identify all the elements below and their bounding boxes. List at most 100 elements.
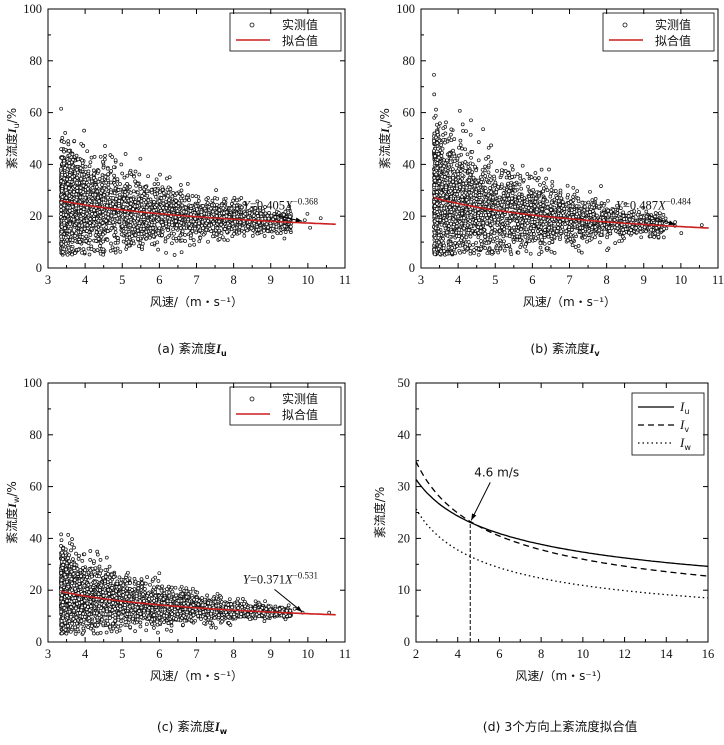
scatter-point	[186, 217, 191, 222]
scatter-point	[140, 194, 145, 198]
scatter-point	[119, 232, 124, 237]
scatter-point	[84, 239, 89, 243]
scatter-point	[77, 223, 82, 228]
scatter-point	[276, 211, 281, 215]
scatter-point	[148, 202, 153, 207]
scatter-point	[66, 245, 71, 250]
scatter-point	[537, 191, 541, 196]
scatter-point	[108, 199, 112, 204]
scatter-point	[217, 208, 222, 213]
scatter-point	[86, 241, 91, 245]
scatter-point	[96, 237, 101, 241]
scatter-point	[70, 238, 75, 242]
scatter-point	[204, 197, 209, 202]
scatter-point	[103, 174, 108, 179]
scatter-point	[83, 177, 88, 182]
scatter-point	[100, 188, 105, 193]
scatter-point	[462, 250, 467, 254]
scatter-point	[78, 166, 83, 171]
scatter-point	[170, 241, 174, 246]
scatter-point	[88, 233, 93, 237]
scatter-point	[237, 230, 242, 235]
scatter-point	[541, 189, 545, 194]
scatter-point	[460, 146, 464, 151]
scatter-point	[96, 179, 101, 184]
scatter-point	[111, 196, 116, 200]
scatter-point	[211, 234, 215, 239]
y-tick-label: 60	[30, 106, 43, 120]
scatter-point	[59, 234, 63, 239]
scatter-point	[109, 226, 114, 231]
scatter-point	[149, 188, 154, 192]
x-tick-label: 6	[156, 273, 162, 287]
scatter-point	[113, 230, 118, 235]
scatter-point	[93, 212, 98, 216]
scatter-point	[258, 211, 263, 216]
scatter-point	[498, 246, 503, 251]
scatter-point	[215, 196, 220, 201]
scatter-point	[66, 142, 71, 147]
scatter-point	[116, 188, 121, 192]
scatter-point	[105, 238, 110, 242]
x-tick-label: 7	[193, 273, 199, 287]
scatter-point	[260, 217, 265, 221]
scatter-point	[152, 182, 157, 186]
scatter-point	[182, 198, 187, 203]
scatter-point	[472, 251, 476, 256]
scatter-point	[59, 179, 64, 183]
scatter-point	[194, 230, 198, 235]
scatter-point	[160, 229, 165, 234]
scatter-point	[242, 233, 247, 238]
scatter-point	[559, 196, 564, 201]
scatter-point	[206, 219, 210, 223]
scatter-point	[156, 217, 161, 222]
scatter-point	[214, 232, 219, 237]
scatter-point	[94, 226, 99, 231]
scatter-point	[131, 189, 136, 194]
scatter-point	[109, 180, 113, 185]
scatter-point	[287, 204, 292, 209]
y-tick-label: 80	[30, 54, 43, 68]
scatter-point	[80, 235, 85, 239]
scatter-point	[129, 201, 133, 206]
scatter-point	[495, 240, 500, 245]
scatter-point	[162, 195, 166, 200]
scatter-point	[88, 199, 92, 203]
scatter-point	[539, 167, 544, 172]
scatter-point	[178, 233, 183, 238]
scatter-point	[457, 153, 461, 158]
scatter-point	[156, 247, 160, 252]
scatter-point	[522, 207, 527, 212]
y-axis-label: 紊流度Iu/%	[4, 108, 21, 169]
scatter-point	[219, 231, 224, 236]
scatter-point	[79, 176, 83, 181]
scatter-point	[94, 185, 99, 189]
scatter-point	[86, 169, 91, 174]
scatter-point	[92, 155, 97, 159]
scatter-point	[510, 191, 515, 196]
scatter-point	[91, 168, 96, 173]
scatter-point	[554, 229, 559, 233]
scatter-point	[59, 147, 63, 151]
scatter-point	[118, 182, 122, 186]
scatter-point	[87, 164, 92, 169]
scatter-point	[188, 204, 193, 209]
scatter-point	[488, 186, 492, 190]
scatter-point	[262, 234, 267, 238]
scatter-point	[271, 224, 276, 229]
scatter-point	[62, 220, 67, 225]
scatter-point	[160, 187, 165, 192]
scatter-point	[489, 234, 493, 239]
x-tick-label: 10	[302, 273, 315, 287]
scatter-point	[235, 206, 240, 211]
scatter-point	[214, 214, 219, 218]
scatter-point	[103, 154, 107, 158]
scatter-point	[261, 209, 266, 213]
scatter-point	[133, 179, 137, 184]
scatter-point	[137, 244, 141, 249]
scatter-point	[523, 235, 528, 239]
scatter-point	[115, 240, 120, 245]
scatter-point	[138, 187, 143, 191]
scatter-point	[159, 220, 164, 224]
